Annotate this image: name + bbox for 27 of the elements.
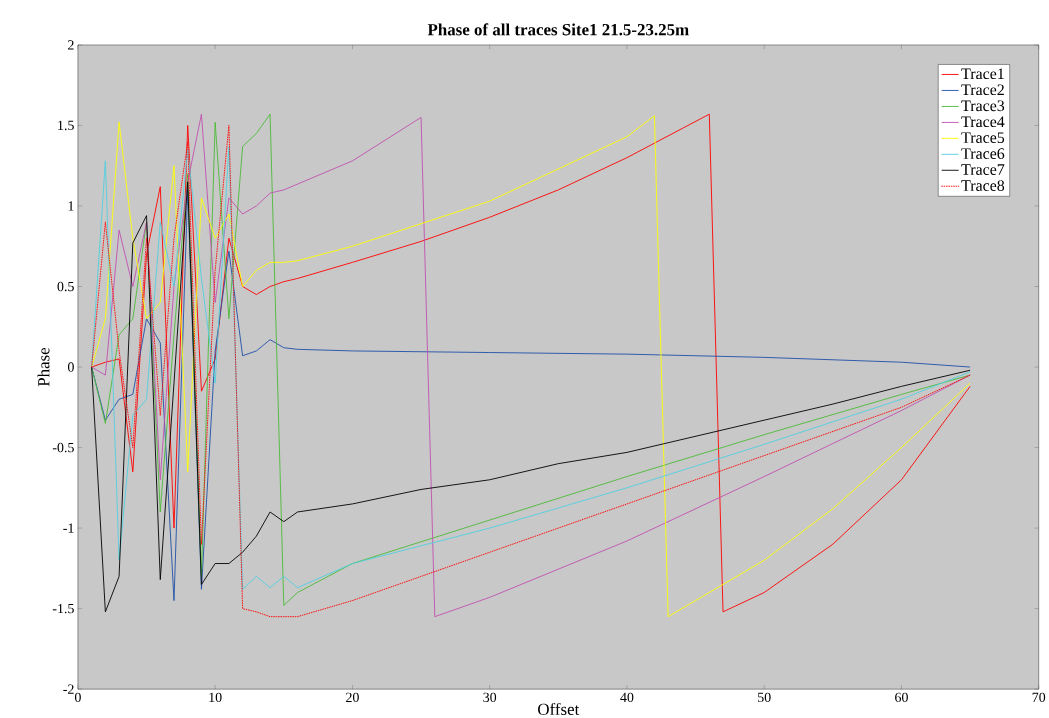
y-tick-label: -1.5 xyxy=(52,603,74,614)
legend-label: Trace4 xyxy=(961,116,1005,127)
x-tick-label: 30 xyxy=(483,692,497,702)
y-tick-label: -2 xyxy=(63,684,74,694)
x-tick-label: 70 xyxy=(1032,692,1046,702)
x-tick-label: 10 xyxy=(209,692,222,702)
y-tick-label: -0.5 xyxy=(52,442,74,453)
x-tick-label: 60 xyxy=(895,692,908,702)
y-tick-label: 2 xyxy=(68,40,74,50)
legend-label: Trace8 xyxy=(961,180,1005,191)
legend-label: Trace6 xyxy=(961,148,1005,159)
y-tick-label: 1 xyxy=(68,201,74,211)
legend-label: Trace2 xyxy=(961,84,1004,95)
x-axis-title: Offset xyxy=(538,702,580,715)
y-tick-label: 0 xyxy=(67,362,74,372)
legend-label: Trace1 xyxy=(961,68,1004,79)
chart-title: Phase of all traces Site1 21.5-23.25m xyxy=(427,23,689,36)
y-tick-label: -1 xyxy=(63,523,74,533)
x-tick-label: 20 xyxy=(346,692,359,702)
y-tick-label: 0.5 xyxy=(57,281,74,292)
legend-label: Trace3 xyxy=(961,100,1005,111)
legend-label: Trace7 xyxy=(961,164,1005,175)
y-axis-title: Phase xyxy=(37,347,50,387)
legend-label: Trace5 xyxy=(961,132,1005,143)
x-tick-label: 40 xyxy=(620,692,634,702)
y-tick-label: 1.5 xyxy=(58,120,74,130)
x-tick-label: 50 xyxy=(758,692,771,702)
